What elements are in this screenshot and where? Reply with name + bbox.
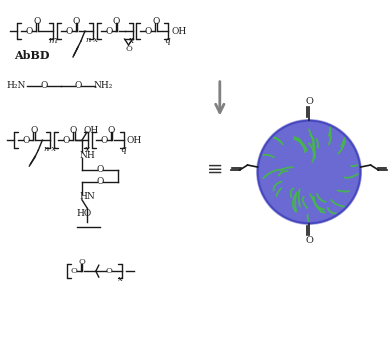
Text: O: O <box>305 236 313 245</box>
Text: x: x <box>85 145 91 154</box>
Text: O: O <box>96 177 103 186</box>
Text: O: O <box>105 267 112 275</box>
Text: H₂N: H₂N <box>7 81 26 90</box>
Text: O: O <box>23 136 30 145</box>
Text: O: O <box>70 126 77 135</box>
Text: O: O <box>73 17 80 26</box>
Text: HO: HO <box>76 209 92 218</box>
Text: O: O <box>65 27 73 36</box>
Text: n-x: n-x <box>44 145 57 153</box>
Text: O: O <box>96 166 103 174</box>
Text: O: O <box>152 17 160 26</box>
Text: n-x: n-x <box>85 36 98 44</box>
Text: O: O <box>125 45 132 53</box>
Text: O: O <box>113 17 120 26</box>
Text: AbBD: AbBD <box>14 50 49 62</box>
Text: q: q <box>164 36 170 45</box>
Text: m: m <box>48 36 56 45</box>
Text: O: O <box>100 136 107 145</box>
Text: OH: OH <box>83 126 98 135</box>
Text: O: O <box>78 258 85 266</box>
Text: ≡: ≡ <box>207 161 223 179</box>
Text: q: q <box>120 145 125 154</box>
Text: x: x <box>129 36 134 45</box>
Text: O: O <box>74 81 82 90</box>
Circle shape <box>258 120 361 224</box>
Text: O: O <box>30 126 38 135</box>
Text: O: O <box>107 126 115 135</box>
Text: O: O <box>62 136 70 145</box>
Text: HN: HN <box>79 192 95 201</box>
Text: O: O <box>305 97 313 106</box>
Text: O: O <box>26 27 33 36</box>
Text: O: O <box>33 17 40 26</box>
Text: O: O <box>40 81 48 90</box>
Text: O: O <box>105 27 113 36</box>
Text: O: O <box>71 267 78 275</box>
Text: O: O <box>145 27 152 36</box>
Text: OH: OH <box>172 27 187 36</box>
Text: x: x <box>118 275 123 283</box>
Text: NH₂: NH₂ <box>93 81 113 90</box>
Text: OH: OH <box>127 136 142 145</box>
Text: NH: NH <box>79 151 95 159</box>
